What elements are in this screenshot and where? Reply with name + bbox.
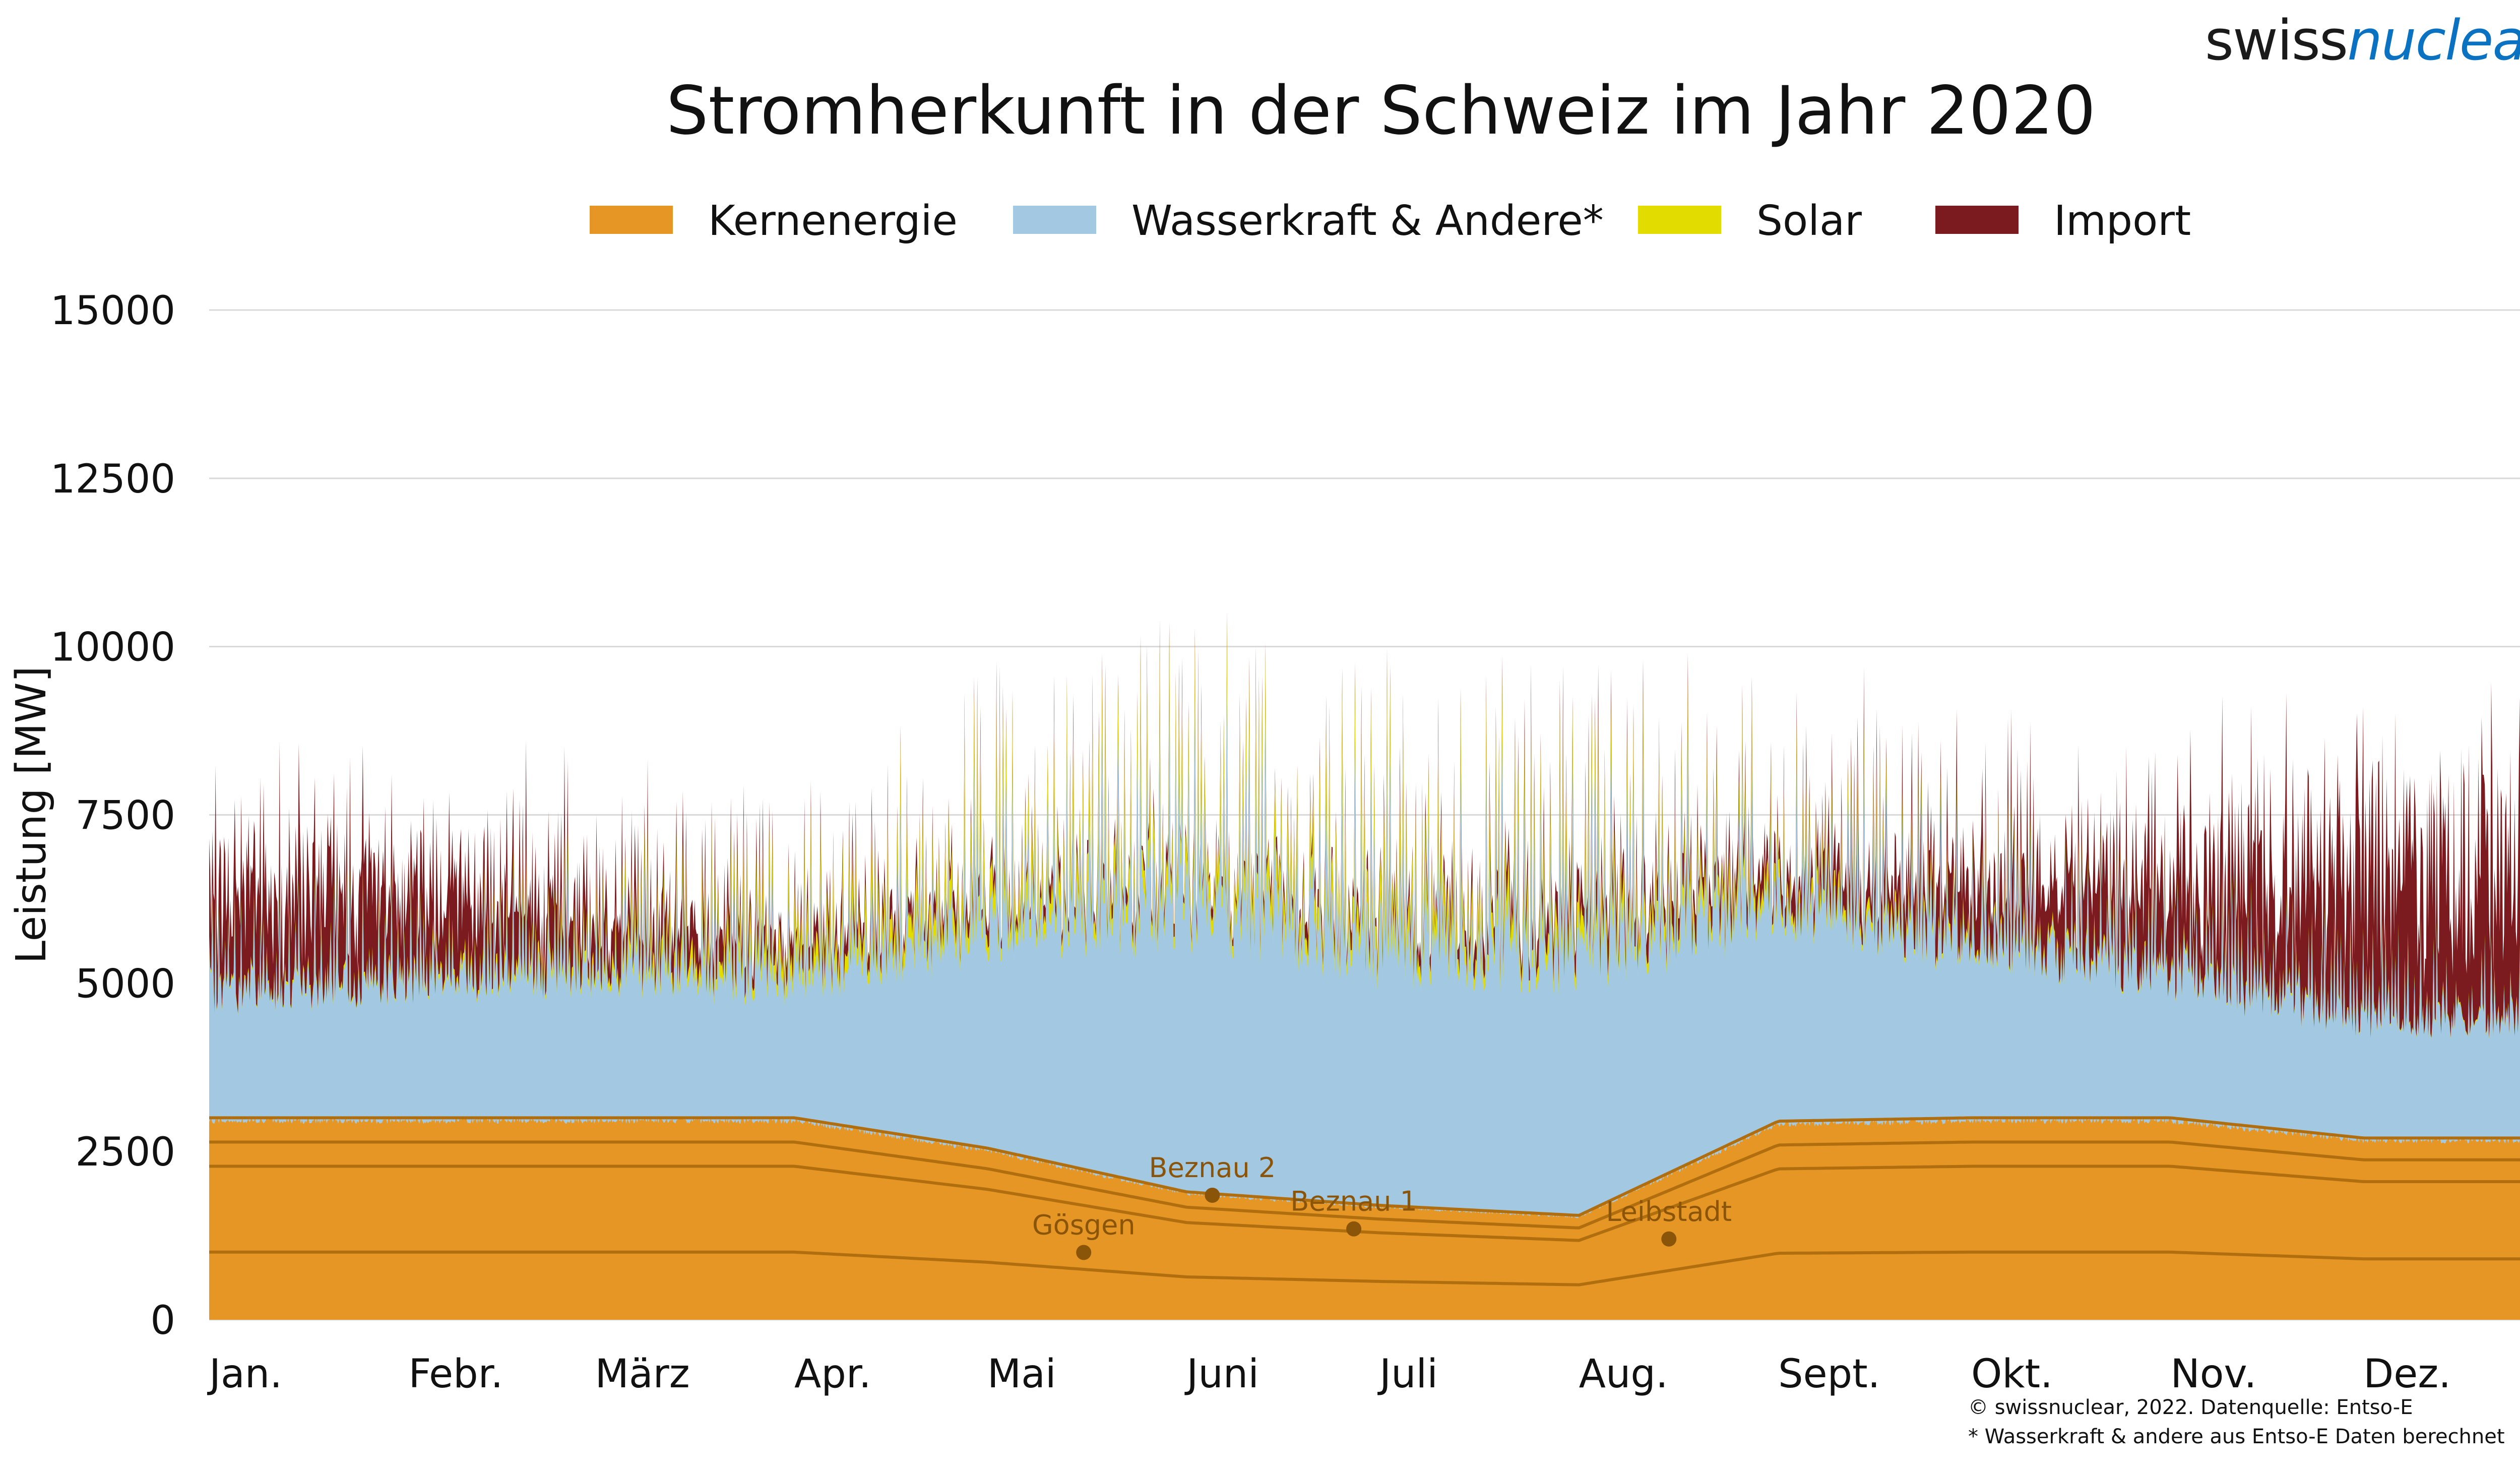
logo-text-nuclear: nuclear: [2347, 8, 2520, 73]
logo-text-swiss: swiss: [2204, 8, 2348, 73]
y-tick-label: 12500: [50, 457, 175, 502]
nuclear-unit-line: [209, 1116, 2520, 1217]
x-tick-label: Jan.: [207, 1352, 282, 1397]
footnotes: © swissnuclear, 2022. Datenquelle: Entso…: [1968, 1396, 2505, 1448]
x-tick-label: Nov.: [2170, 1352, 2256, 1397]
legend-label: Kernenergie: [708, 197, 958, 245]
y-tick-label: 15000: [50, 288, 175, 334]
footnote: * Wasserkraft & andere aus Entso-E Daten…: [1968, 1425, 2505, 1448]
chart-title: Stromherkunft in der Schweiz im Jahr 202…: [666, 72, 2096, 150]
y-tick-label: 7500: [75, 793, 175, 839]
nuclear-unit-line: [209, 1140, 2520, 1230]
legend-label: Import: [2054, 197, 2191, 245]
x-tick-label: Juni: [1184, 1352, 1259, 1397]
x-tick-label: Sept.: [1778, 1352, 1880, 1397]
y-tick-label: 2500: [75, 1130, 175, 1175]
annotation-marker: [1346, 1221, 1362, 1237]
legend-swatch: [1638, 206, 1721, 234]
legend: Kernenergie Wasserkraft & Andere* Solar Imp…: [590, 197, 2191, 245]
legend-label: Wasserkraft & Andere*: [1131, 197, 1604, 245]
legend-swatch: [590, 206, 673, 234]
annotation-label: Beznau 1: [1290, 1186, 1417, 1217]
x-tick-label: März: [595, 1352, 690, 1397]
legend-swatch: [1013, 206, 1096, 234]
y-tick-label: 0: [150, 1298, 175, 1343]
annotation-marker: [1661, 1231, 1677, 1247]
annotation-marker: [1205, 1187, 1220, 1203]
y-axis-label: Leistung [MW]: [8, 666, 55, 963]
nuclear-unit-line: [209, 1250, 2520, 1286]
footnote: © swissnuclear, 2022. Datenquelle: Entso…: [1968, 1396, 2413, 1419]
x-tick-label: Mai: [987, 1352, 1056, 1397]
annotations: Gösgen Beznau 2 Beznau 1 Leibstadt: [1032, 1152, 1732, 1260]
y-tick-label: 10000: [50, 625, 175, 670]
nuclear-unit-lines: [209, 1116, 2520, 1286]
x-axis: Jan. Febr. März Apr. Mai Juni Juli Aug. Sept. Okt…: [207, 1352, 2451, 1397]
annotation-label: Gösgen: [1032, 1209, 1136, 1241]
annotation-marker: [1076, 1245, 1092, 1260]
x-tick-label: Dez.: [2363, 1352, 2451, 1397]
annotation-label: Leibstadt: [1606, 1196, 1732, 1228]
y-tick-label: 5000: [75, 961, 175, 1007]
swissnuclear-logo: swissnuclear: [2205, 5, 2520, 76]
legend-label: Solar: [1756, 197, 1862, 245]
y-axis: 0 2500 5000 7500 10000 12500 15000: [50, 288, 175, 1343]
nuclear-unit-line: [209, 1164, 2520, 1242]
x-tick-label: Apr.: [794, 1352, 871, 1397]
x-tick-label: Febr.: [409, 1352, 503, 1397]
x-tick-label: Aug.: [1579, 1352, 1668, 1397]
x-tick-label: Okt.: [1971, 1352, 2053, 1397]
x-tick-label: Juli: [1377, 1352, 1438, 1397]
annotation-label: Beznau 2: [1149, 1152, 1276, 1184]
legend-swatch: [1935, 206, 2019, 234]
